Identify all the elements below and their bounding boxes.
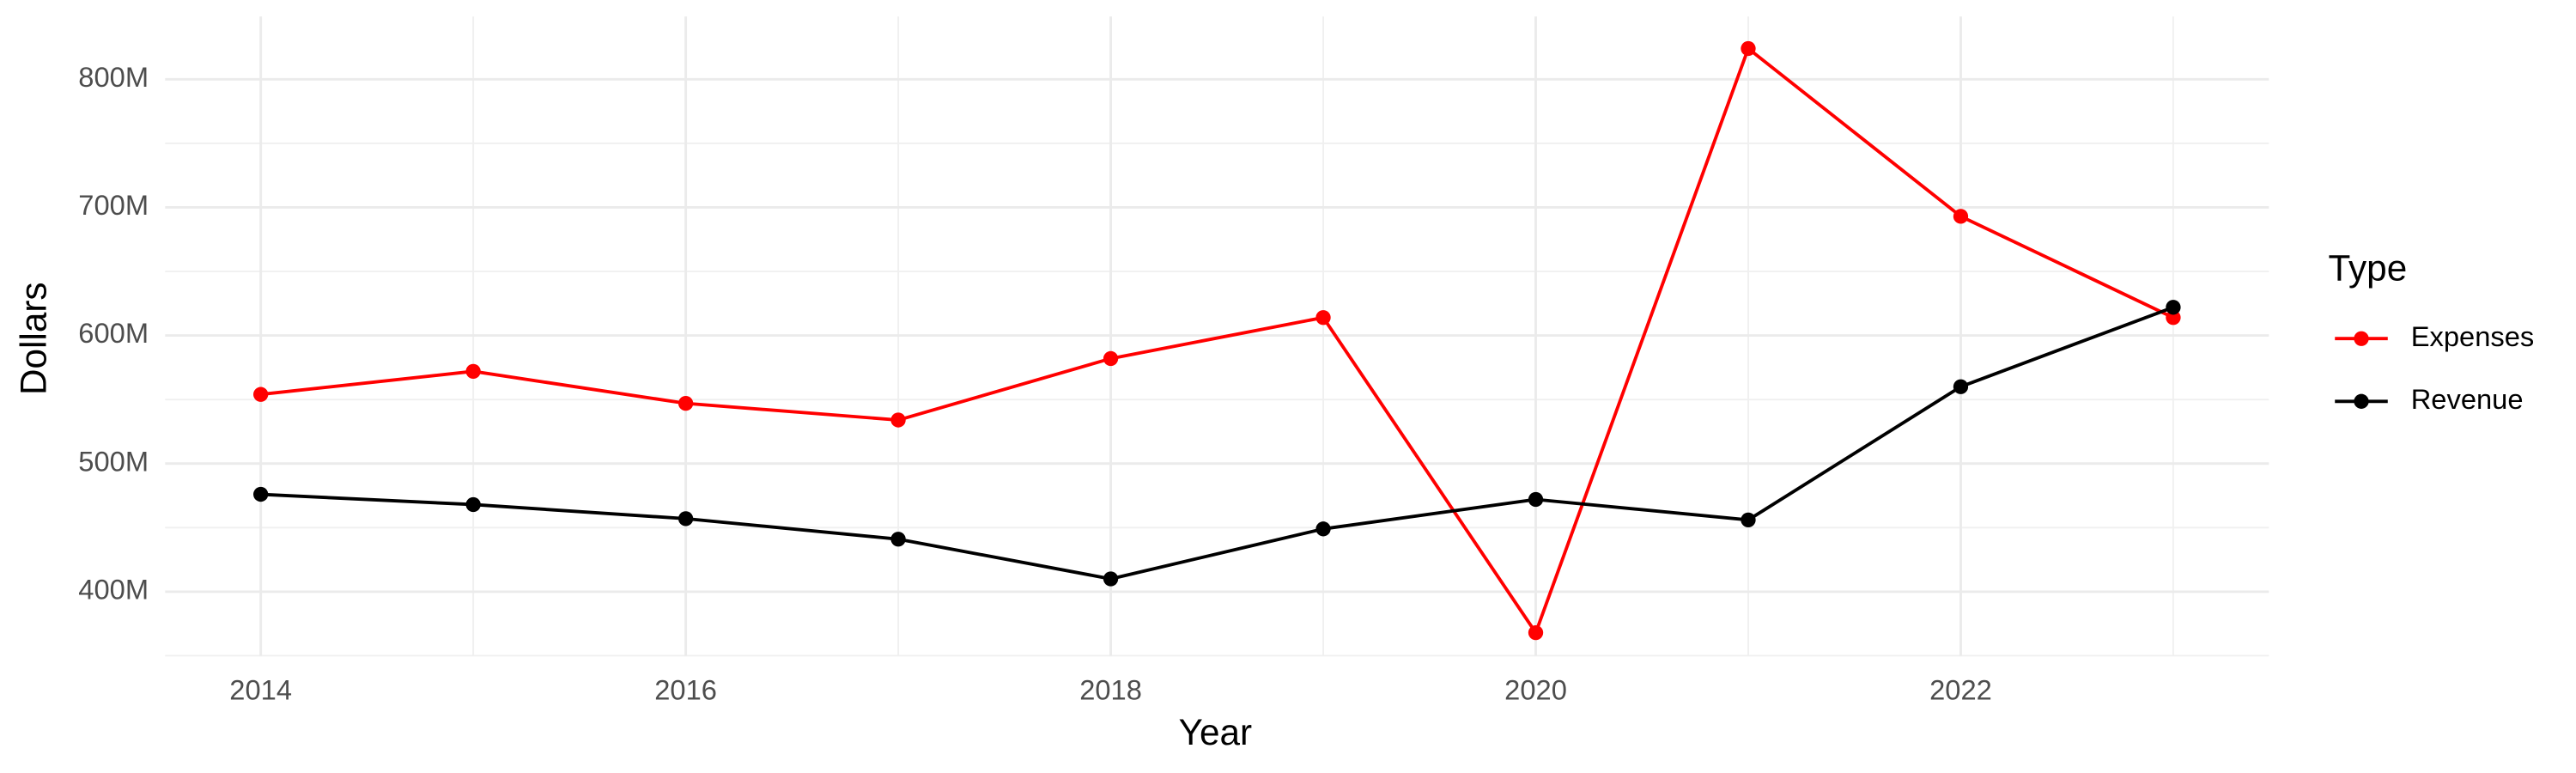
data-point (253, 386, 269, 402)
legend-title: Type (2329, 248, 2408, 289)
data-point (2166, 310, 2181, 326)
x-tick-label: 2020 (1504, 673, 1567, 705)
x-tick-label: 2018 (1079, 673, 1142, 705)
y-tick-label: 600M (78, 317, 149, 349)
data-point (1103, 350, 1119, 367)
legend-label: Expenses (2411, 320, 2535, 352)
data-point (890, 532, 906, 547)
legend-key-point (2354, 393, 2369, 409)
y-tick-label: 400M (78, 574, 149, 606)
y-tick-label: 800M (78, 61, 149, 93)
y-tick-label: 500M (78, 445, 149, 477)
data-point (890, 412, 906, 428)
data-point (1315, 310, 1331, 326)
y-tick-label: 700M (78, 189, 149, 221)
data-point (1741, 512, 1756, 528)
x-tick-label: 2014 (229, 673, 292, 705)
x-tick-label: 2016 (654, 673, 717, 705)
data-point (465, 363, 481, 380)
data-point (1741, 40, 1756, 57)
data-point (253, 486, 269, 502)
data-point (677, 511, 694, 526)
legend-label: Revenue (2411, 383, 2524, 415)
data-point (677, 395, 694, 411)
data-point (1528, 624, 1544, 641)
data-point (1103, 571, 1119, 587)
data-point (465, 496, 481, 513)
data-point (1953, 379, 1969, 394)
data-point (2166, 300, 2181, 315)
series-line (260, 46, 2174, 636)
data-point (1953, 209, 1969, 224)
data-point (1315, 521, 1331, 537)
data-point (1528, 491, 1544, 508)
series-line (260, 305, 2174, 581)
x-tick-label: 2022 (1929, 673, 1992, 705)
x-axis-label: Year (1179, 712, 1252, 752)
y-axis-label: Dollars (13, 282, 53, 395)
legend-key-point (2354, 331, 2369, 346)
